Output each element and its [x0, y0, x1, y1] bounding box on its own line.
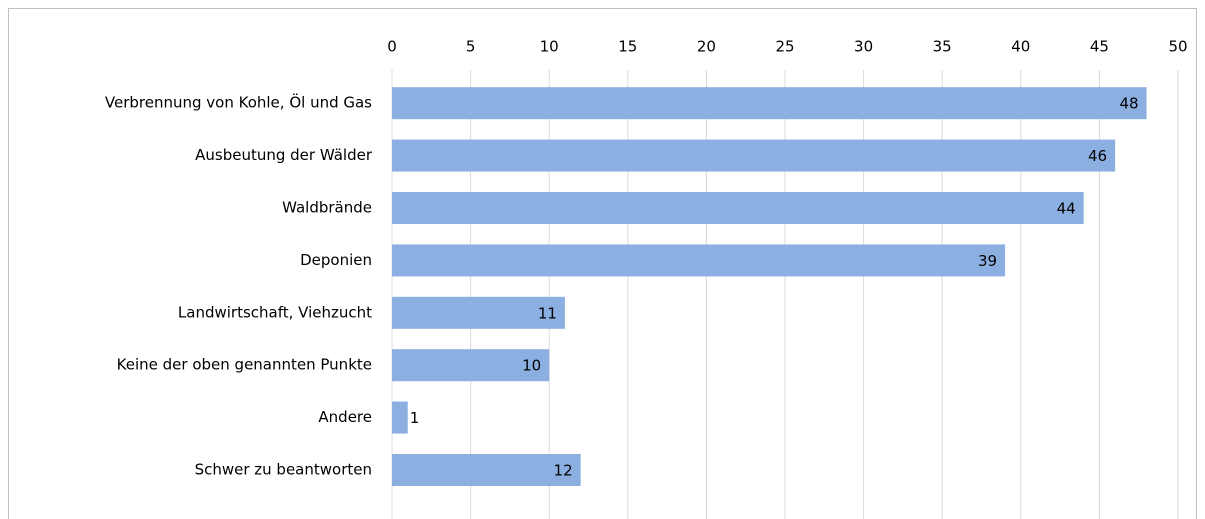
x-tick-label: 45	[1090, 38, 1109, 56]
x-tick-label: 50	[1168, 38, 1187, 56]
bar	[392, 296, 565, 329]
y-tick-label: Ausbeutung der Wälder	[195, 146, 373, 164]
bar	[392, 244, 1006, 277]
chart-frame	[8, 8, 1197, 519]
bar	[392, 139, 1116, 172]
data-label: 39	[978, 252, 997, 270]
x-tick-label: 15	[618, 38, 637, 56]
y-tick-label: Schwer zu beantworten	[195, 461, 372, 479]
y-tick-label: Deponien	[300, 251, 372, 269]
x-tick-label: 25	[775, 38, 794, 56]
data-label: 11	[538, 304, 557, 322]
y-tick-label: Keine der oben genannten Punkte	[117, 356, 372, 374]
data-label: 12	[554, 462, 573, 480]
data-label: 46	[1088, 147, 1107, 165]
bar	[392, 192, 1084, 224]
x-tick-label: 10	[540, 38, 559, 56]
bar	[392, 401, 408, 434]
x-tick-label: 5	[466, 38, 476, 56]
y-tick-label: Andere	[318, 408, 372, 426]
y-tick-label: Landwirtschaft, Viehzucht	[178, 303, 372, 321]
y-tick-label: Verbrennung von Kohle, Öl und Gas	[105, 93, 372, 112]
bar	[392, 454, 581, 486]
data-label: 48	[1119, 95, 1138, 113]
x-tick-label: 20	[697, 38, 716, 56]
x-tick-label: 40	[1011, 38, 1030, 56]
data-label: 1	[410, 409, 420, 427]
y-tick-label: Waldbrände	[282, 199, 372, 217]
bar	[392, 349, 550, 382]
x-tick-label: 0	[387, 38, 397, 56]
data-label: 10	[522, 357, 541, 375]
x-tick-label: 30	[854, 38, 873, 56]
x-tick-label: 35	[933, 38, 952, 56]
bar	[392, 87, 1147, 120]
data-label: 44	[1057, 200, 1076, 218]
